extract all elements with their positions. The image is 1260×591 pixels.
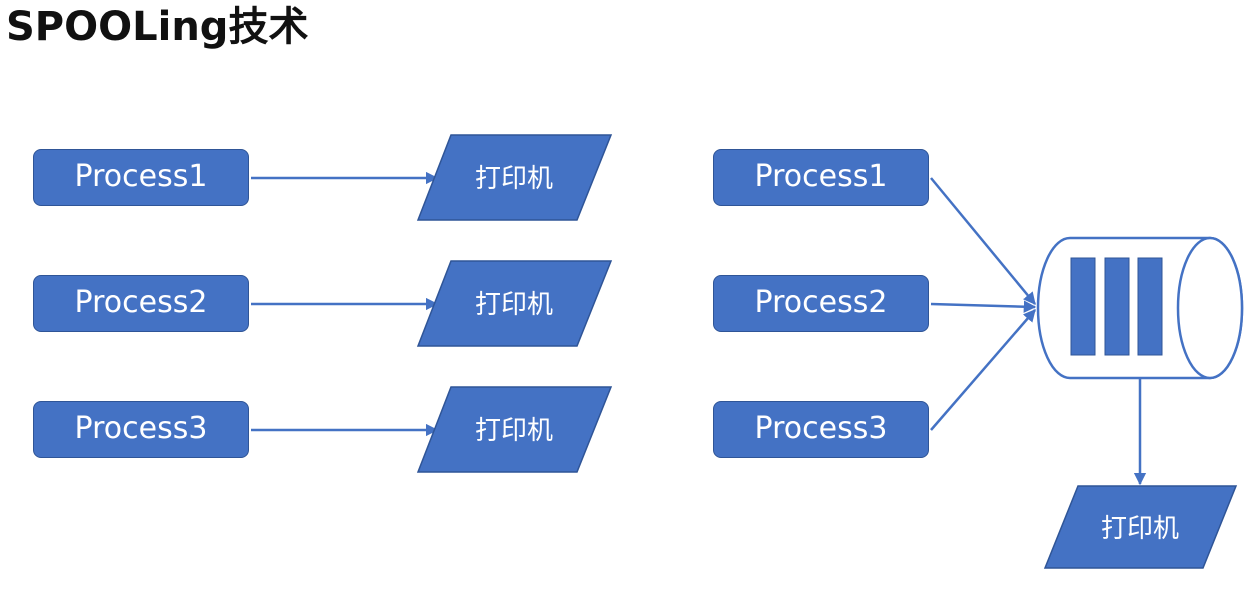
left-process-2: Process2 <box>33 275 249 332</box>
right-printer: 打印机 <box>1043 485 1238 569</box>
spool-slot-3 <box>1137 257 1163 356</box>
left-printer-1: 打印机 <box>416 134 613 221</box>
left-printer-3: 打印机 <box>416 386 613 473</box>
left-printer-2: 打印机 <box>416 260 613 347</box>
right-arrow-3 <box>930 309 1036 431</box>
spool-buffer <box>1036 236 1244 380</box>
right-printer-label: 打印机 <box>1101 514 1179 544</box>
right-arrow-2 <box>930 300 1037 313</box>
left-printer-1-label: 打印机 <box>475 164 553 194</box>
right-process-3: Process3 <box>713 401 929 458</box>
page-title: SPOOLing技术 <box>6 4 309 50</box>
left-process-3: Process3 <box>33 401 249 458</box>
right-process-2: Process2 <box>713 275 929 332</box>
right-process-1: Process1 <box>713 149 929 206</box>
spool-slot-1 <box>1070 257 1096 356</box>
right-arrow-1 <box>930 177 1036 305</box>
left-printer-3-label: 打印机 <box>475 416 553 446</box>
left-printer-2-label: 打印机 <box>475 290 553 320</box>
spool-slot-2 <box>1104 257 1130 356</box>
left-process-1: Process1 <box>33 149 249 206</box>
